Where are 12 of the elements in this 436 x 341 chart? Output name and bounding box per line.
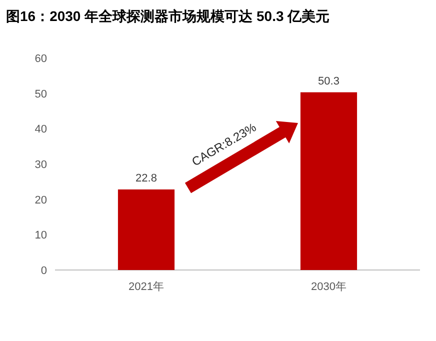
data-label: 50.3 xyxy=(318,75,340,88)
y-tick-label: 0 xyxy=(40,265,47,277)
x-tick-label: 2030年 xyxy=(311,281,346,293)
chart-title: 图16：2030 年全球探测器市场规模可达 50.3 亿美元 xyxy=(6,8,330,24)
data-label: 22.8 xyxy=(136,172,157,184)
y-tick-label: 50 xyxy=(34,88,47,100)
y-tick-label: 60 xyxy=(34,53,47,65)
y-tick-label: 30 xyxy=(34,159,47,171)
y-tick-label: 10 xyxy=(34,230,47,242)
y-tick-label: 20 xyxy=(34,194,47,206)
x-tick-label: 2021年 xyxy=(128,281,164,293)
y-tick-label: 40 xyxy=(34,124,47,136)
